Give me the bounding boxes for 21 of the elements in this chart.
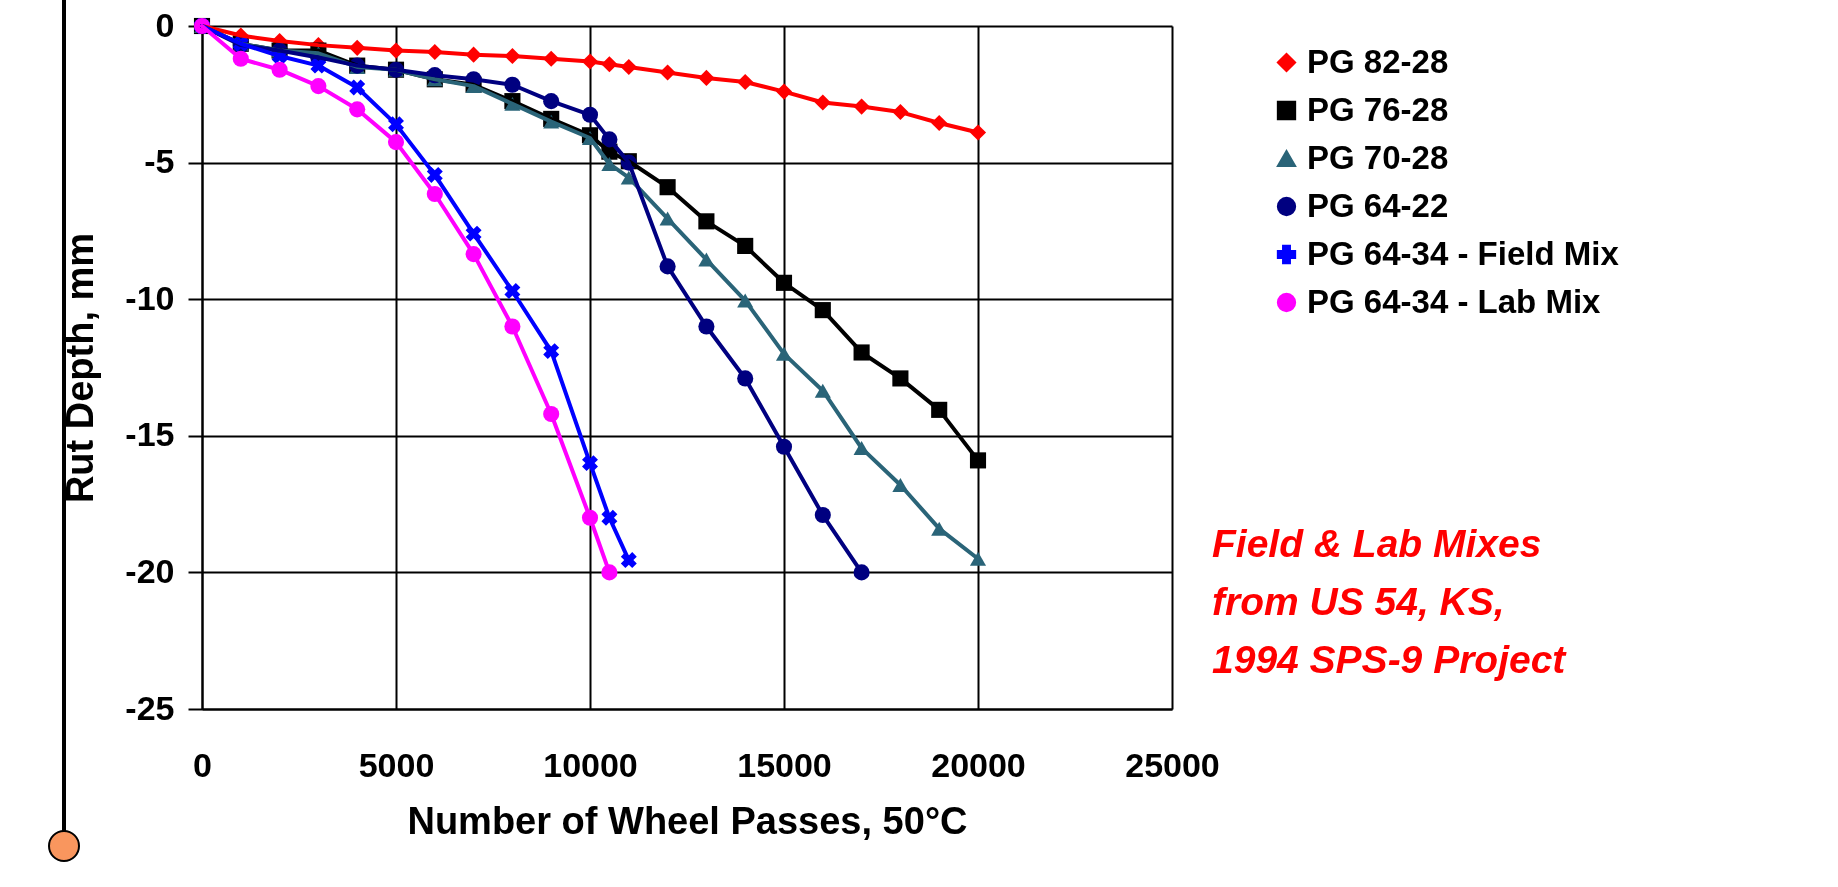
x-tick-label: 5000 — [358, 745, 435, 784]
y-tick-label: -25 — [125, 688, 175, 727]
y-tick-label: -10 — [125, 278, 175, 317]
x-tick-label: 20000 — [931, 745, 1026, 784]
x-tick-label: 25000 — [1125, 745, 1220, 784]
y-tick-label: -15 — [125, 415, 175, 454]
legend-label: PG 64-34 - Field Mix — [1307, 234, 1620, 272]
text: Field & Lab Mixes from US 54, KS, 1994 SPS-9 Project — [1212, 521, 1566, 683]
legend-label: PG 64-34 - Lab Mix — [1307, 282, 1602, 320]
y-tick-label: -5 — [144, 142, 175, 181]
legend-label: PG 76-28 — [1307, 90, 1449, 128]
x-tick-label: 10000 — [543, 745, 638, 784]
y-tick-label: -20 — [125, 551, 175, 590]
x-tick-label: 15000 — [737, 745, 832, 784]
legend-label: PG 70-28 — [1307, 138, 1449, 176]
x-tick-label: 0 — [193, 745, 212, 784]
y-tick-label: 0 — [155, 5, 175, 44]
y-axis-title: Rut Depth, mm — [59, 232, 102, 504]
legend-label: PG 82-28 — [1307, 42, 1449, 80]
x-axis-title: Number of Wheel Passes, 50°C — [407, 799, 968, 842]
legend-label: PG 64-22 — [1307, 186, 1449, 224]
